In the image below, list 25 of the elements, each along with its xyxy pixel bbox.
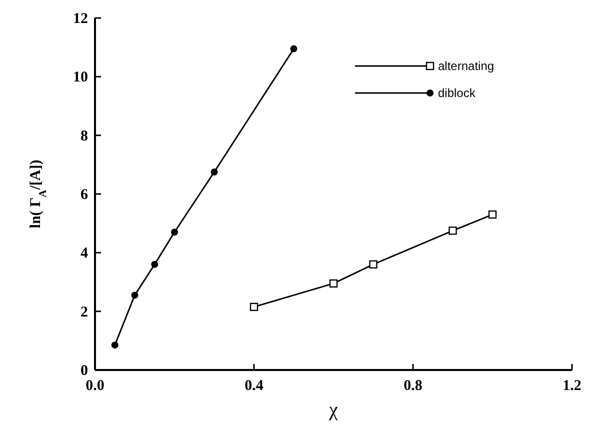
legend-label: diblock [438,86,476,100]
x-tick-label: 0.0 [86,378,104,394]
x-tick-label: 0.8 [404,378,422,394]
point [171,228,178,236]
point [131,292,138,299]
legend-label: alternating [438,59,494,73]
x-tick-label: 1.2 [562,378,582,394]
point [329,279,338,288]
x-tick-label: 0.4 [244,378,264,394]
point [290,45,298,52]
point [488,210,497,219]
y-tick-label: 12 [73,11,88,27]
x-axis-title: χ [328,399,338,421]
point [151,260,158,268]
y-tick-label: 4 [80,246,88,262]
y-tick-label: 8 [80,128,88,144]
point [448,226,457,235]
point [210,168,218,176]
y-tick-label: 6 [80,187,88,203]
point [369,260,378,268]
point [111,342,118,349]
y-tick-label: 0 [80,363,88,379]
point [250,302,258,312]
y-tick-label: 10 [73,70,88,86]
y-tick-label: 2 [80,304,88,320]
